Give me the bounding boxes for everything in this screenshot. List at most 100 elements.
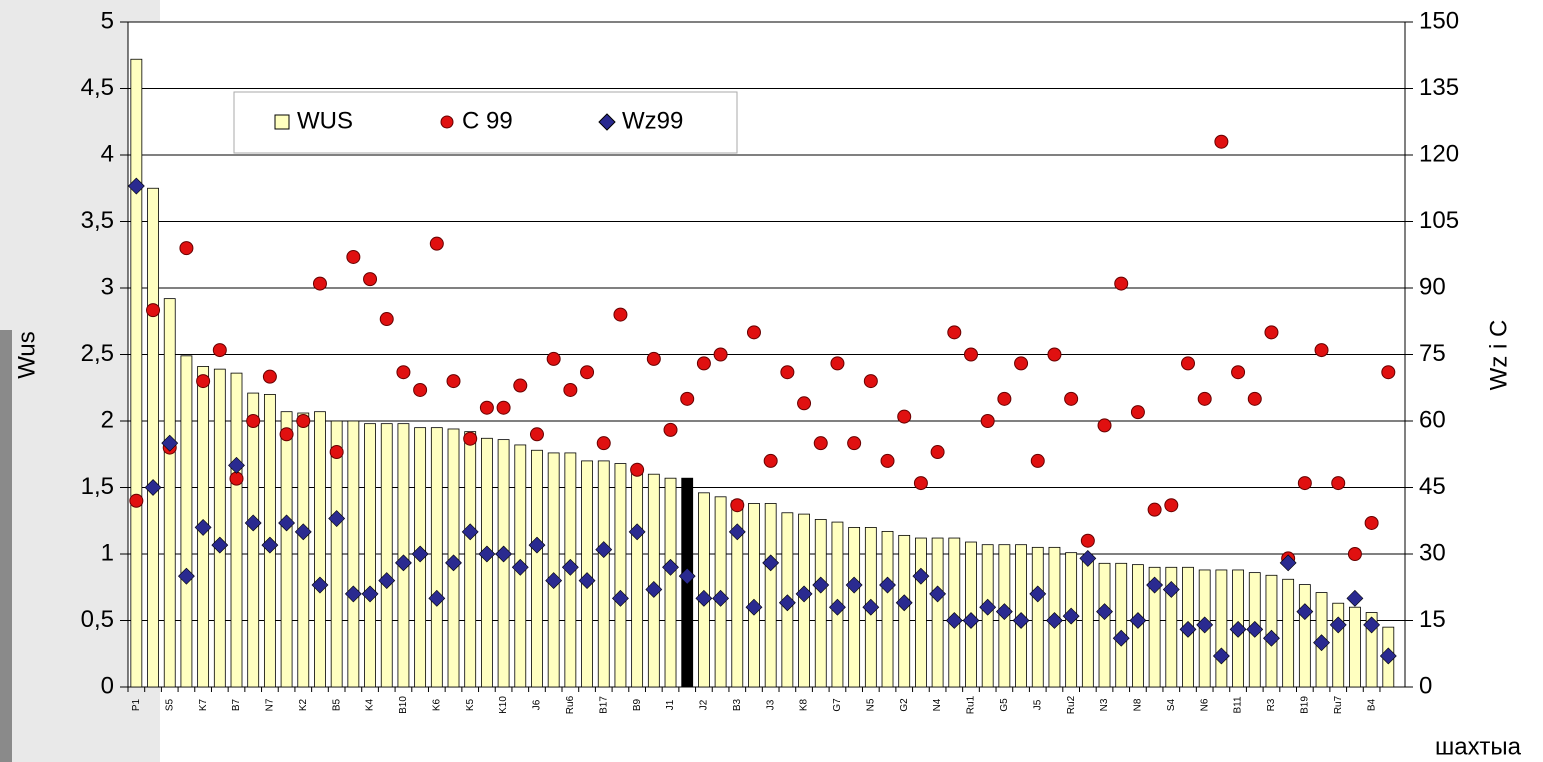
point — [912, 567, 930, 585]
point — [1046, 612, 1063, 629]
point — [311, 576, 329, 594]
point — [962, 612, 980, 629]
point — [294, 523, 312, 541]
bar — [314, 411, 326, 688]
point — [1279, 554, 1297, 572]
bar — [931, 537, 944, 688]
x-tick-label: K10 — [498, 696, 509, 714]
x-tick-label: N7 — [265, 698, 276, 711]
point — [563, 382, 578, 397]
point — [1147, 502, 1162, 517]
point — [645, 581, 663, 598]
x-tick-label: N4 — [932, 698, 943, 711]
point — [895, 594, 913, 612]
point — [696, 356, 711, 371]
bar — [1282, 578, 1295, 688]
point — [1214, 134, 1229, 149]
x-tick-label: N3 — [1099, 698, 1110, 711]
point — [1047, 347, 1062, 362]
point — [379, 312, 394, 327]
point — [613, 307, 628, 322]
bar — [1081, 557, 1094, 688]
point — [361, 585, 379, 603]
y2-axis-title: Wz i C — [1485, 320, 1512, 391]
point — [1331, 476, 1346, 491]
bar — [364, 423, 376, 688]
bar — [647, 473, 660, 688]
point — [628, 523, 646, 541]
point — [678, 567, 696, 585]
x-tick-label: B9 — [632, 698, 643, 711]
point — [211, 536, 229, 554]
point — [463, 431, 478, 446]
x-tick-label: J6 — [532, 699, 543, 710]
point — [1229, 620, 1247, 638]
x-tick-label: J5 — [1032, 699, 1043, 710]
x-tick-label: K8 — [799, 698, 810, 711]
point — [344, 585, 362, 603]
x-tick-label: S4 — [1166, 698, 1177, 711]
point — [262, 369, 277, 384]
point — [363, 272, 378, 287]
bar — [347, 420, 360, 688]
point — [479, 400, 494, 415]
point — [413, 382, 428, 397]
point — [395, 554, 412, 572]
legend-swatch — [274, 114, 290, 130]
point — [1062, 607, 1080, 625]
point — [1231, 365, 1246, 380]
y-tick-label: 3,5 — [81, 207, 114, 234]
y-tick-label: 2 — [101, 406, 114, 433]
point — [428, 589, 446, 607]
legend-swatch — [440, 115, 454, 129]
y2-tick-label: 30 — [1419, 539, 1446, 566]
point — [728, 523, 746, 541]
bar — [330, 420, 343, 688]
y-axis-title: Wus — [13, 331, 40, 379]
point — [478, 545, 496, 563]
point — [1112, 629, 1130, 647]
bar — [1215, 569, 1228, 688]
y-tick-label: 3 — [101, 273, 114, 300]
point — [778, 594, 796, 612]
point — [461, 523, 479, 541]
bar — [380, 423, 393, 688]
x-tick-label: B3 — [732, 698, 743, 711]
point — [1196, 616, 1214, 634]
y-tick-label: 1,5 — [81, 473, 114, 500]
point — [196, 374, 211, 389]
point — [913, 476, 928, 491]
point — [612, 589, 629, 607]
point — [1246, 620, 1264, 638]
point — [1130, 405, 1145, 420]
y2-tick-label: 15 — [1419, 606, 1446, 633]
bar — [464, 431, 477, 688]
point — [1346, 589, 1364, 607]
point — [829, 598, 846, 616]
point — [980, 414, 995, 428]
y2-tick-label: 105 — [1419, 207, 1459, 234]
x-tick-label: P1 — [131, 698, 142, 711]
point — [545, 572, 563, 590]
x-tick-label: K2 — [298, 698, 309, 711]
bar — [147, 187, 159, 688]
point — [546, 351, 561, 366]
bar — [748, 503, 760, 688]
point — [845, 576, 863, 594]
point — [194, 518, 212, 536]
bar — [1031, 546, 1044, 688]
y2-tick-label: 120 — [1419, 140, 1459, 167]
point — [762, 554, 780, 572]
point — [1179, 620, 1197, 638]
point — [862, 598, 880, 616]
legend-box — [233, 91, 738, 154]
point — [1363, 616, 1381, 634]
x-tick-label: B5 — [331, 698, 342, 711]
y2-tick-label: 150 — [1419, 7, 1459, 34]
point — [1114, 276, 1129, 291]
point — [127, 177, 145, 195]
x-tick-label: B10 — [398, 696, 409, 714]
point — [995, 603, 1013, 621]
bar — [247, 392, 260, 688]
